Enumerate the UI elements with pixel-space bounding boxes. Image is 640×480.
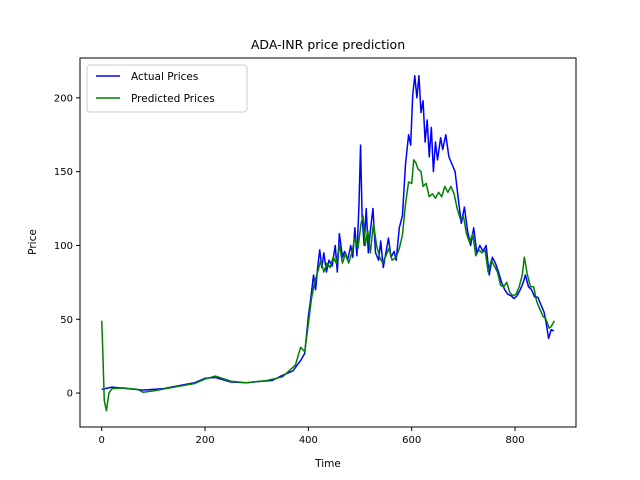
y-tick-label: 200	[54, 93, 73, 104]
y-axis-label: Price	[27, 229, 39, 255]
plot-frame	[79, 57, 577, 428]
x-axis-ticks: 0 200 400 600 800	[99, 427, 525, 446]
legend: Actual Prices Predicted Prices	[86, 64, 248, 113]
x-tick-label: 0	[99, 435, 105, 446]
plot-series	[100, 74, 555, 412]
x-tick-label: 200	[195, 435, 214, 446]
x-tick-label: 800	[505, 435, 524, 446]
y-tick-label: 50	[60, 315, 73, 326]
x-axis-label: Time	[314, 458, 341, 470]
x-tick-label: 600	[402, 435, 421, 446]
legend-label-actual-prices: Actual Prices	[131, 71, 198, 83]
series-line-actual-prices	[101, 74, 555, 391]
x-tick-label: 400	[299, 435, 318, 446]
y-tick-label: 0	[67, 389, 73, 400]
y-tick-label: 150	[54, 167, 73, 178]
legend-box	[86, 64, 248, 113]
y-axis-ticks: 0 50 100 150 200	[54, 93, 80, 400]
series-line-predicted-prices	[100, 159, 555, 412]
chart-title: ADA-INR price prediction	[251, 37, 405, 52]
y-tick-label: 100	[54, 241, 73, 252]
legend-label-predicted-prices: Predicted Prices	[131, 93, 215, 105]
